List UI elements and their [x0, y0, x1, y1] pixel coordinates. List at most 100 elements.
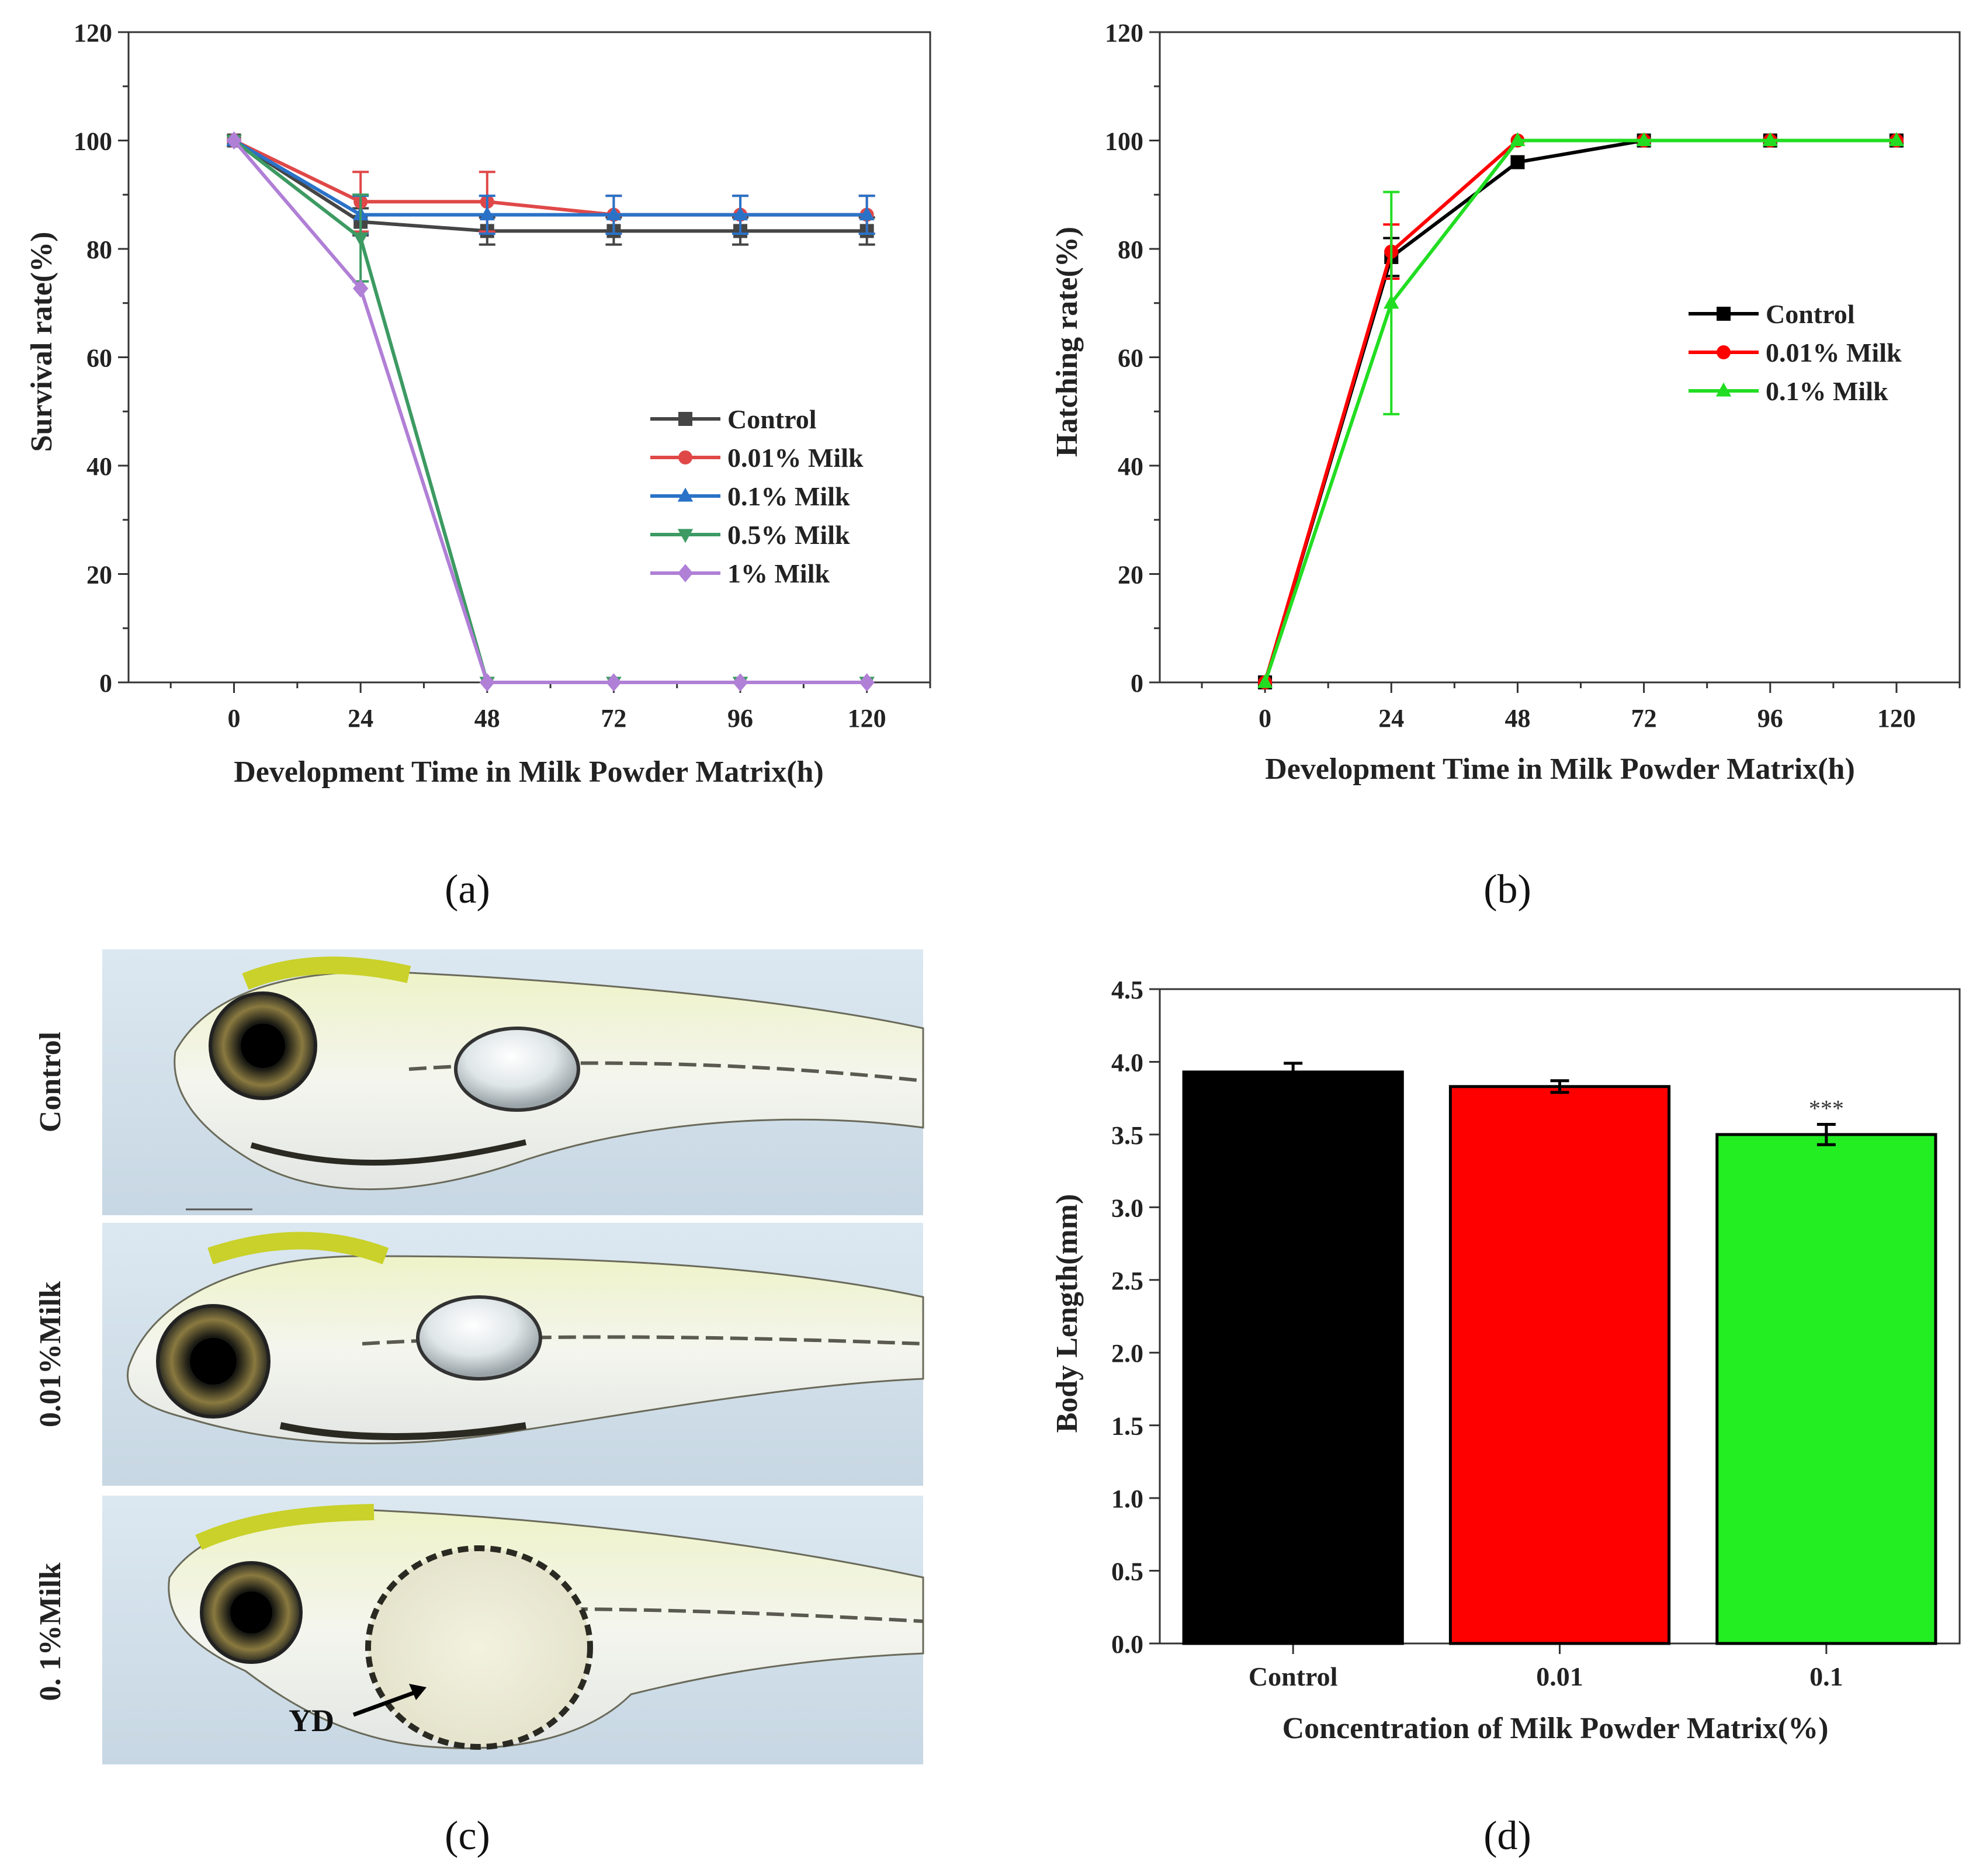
survival-series-1-milk: [226, 131, 875, 692]
survival-x-tick-label: 0: [228, 704, 241, 733]
hatching-point-0.1-milk: [1384, 294, 1399, 309]
survival-series-control: [227, 133, 875, 246]
survival-point-1-milk: [859, 673, 875, 692]
body-length-bar-0.01: [1448, 1085, 1671, 1645]
body-length-axes: 0.0 0.5 1.0 1.5 2.0 2.5 3.0 3.5 4.0 4.5 Control 0.0…: [1111, 976, 1961, 1691]
larva-photo-0.01-milk: [102, 1223, 924, 1486]
survival-point-1-milk: [226, 131, 242, 150]
survival-legend-entry-1-milk: 1% Milk: [650, 559, 830, 588]
hatching-x-tick-label: 48: [1504, 704, 1530, 733]
survival-x-tick-label: 96: [727, 704, 753, 733]
survival-y-tick-label: 0: [99, 669, 112, 698]
hatching-series: [1257, 132, 1905, 689]
body-length-x-tick-label: 0.01: [1536, 1662, 1583, 1691]
survival-x-tick-label: 120: [848, 704, 886, 733]
hatching-point-0.1-milk: [1257, 674, 1273, 688]
hatching-legend-marker: [1715, 382, 1732, 397]
survival-legend-label: Control: [727, 404, 817, 434]
body-length-y-tick-label: 3.5: [1111, 1121, 1143, 1150]
panel-c-caption: (c): [445, 1813, 490, 1858]
survival-point-1-milk: [732, 673, 748, 692]
row-label-control: Control: [34, 1032, 67, 1132]
survival-line-0.1-milk: [233, 138, 867, 217]
survival-y-tick-label: 120: [74, 19, 112, 47]
survival-point-1-milk: [479, 673, 495, 692]
survival-series-0.1-milk: [226, 132, 875, 235]
survival-line-0.01-milk: [233, 138, 867, 217]
larva-photo-0.1-milk: YD: [102, 1496, 924, 1764]
survival-y-tick-label: 80: [86, 235, 112, 264]
survival-point-1-milk: [352, 279, 369, 298]
hatching-series-0.1-milk: [1257, 132, 1905, 688]
body-length-y-tick-label: 0.5: [1111, 1558, 1143, 1586]
hatching-x-tick-label: 96: [1757, 704, 1783, 733]
survival-y-tick-label: 60: [86, 344, 112, 373]
survival-y-tick-label: 40: [86, 452, 112, 481]
body-length-x-tick-label: 0.1: [1809, 1662, 1843, 1691]
hatching-y-axis-label: Hatching rate(%): [1051, 227, 1084, 457]
body-length-bars: ***: [1182, 1062, 1937, 1645]
larva-photo-control: [102, 949, 924, 1215]
hatching-point-0.1-milk: [1636, 132, 1652, 147]
hatching-y-tick-label: 100: [1105, 127, 1143, 156]
hatching-x-tick-label: 24: [1378, 704, 1404, 733]
hatching-line-0.01-milk: [1263, 138, 1897, 683]
larvae-photo-panel: YD Control 0.01%Milk 0. 1%Milk (c): [34, 949, 924, 1858]
survival-legend-label: 0.1% Milk: [727, 481, 850, 511]
hatching-chart: 0 20 40 60 80 100 120 0 24 48 72 96 120 Control 0.01%…: [1051, 19, 1961, 912]
panel-d-caption: (d): [1483, 1813, 1531, 1858]
survival-y-axis-label: Survival rate(%): [25, 232, 58, 452]
hatching-legend-label: Control: [1766, 299, 1855, 329]
hatching-x-tick-label: 72: [1631, 704, 1657, 733]
survival-point-0.1-milk: [479, 206, 495, 221]
body-length-y-axis-label: Body Length(mm): [1051, 1194, 1084, 1433]
hatching-y-tick-label: 60: [1118, 344, 1143, 373]
hatching-point-0.1-milk: [1888, 132, 1905, 147]
hatching-legend-label: 0.1% Milk: [1766, 376, 1888, 406]
hatching-legend-marker: [1717, 307, 1731, 321]
hatching-point-0.1-milk: [1510, 132, 1526, 147]
survival-y-tick-label: 100: [74, 127, 112, 156]
survival-legend-entry-control: Control: [650, 404, 817, 434]
significance-annotation: ***: [1809, 1095, 1844, 1121]
survival-series: [226, 131, 875, 692]
body-length-x-axis-label: Concentration of Milk Powder Matrix(%): [1282, 1712, 1829, 1745]
row-label-0.1-milk: 0. 1%Milk: [34, 1562, 67, 1701]
survival-line-control: [233, 138, 867, 233]
row-label-0.01-milk: 0.01%Milk: [34, 1281, 67, 1427]
body-length-chart: 0.0 0.5 1.0 1.5 2.0 2.5 3.0 3.5 4.0 4.5 Control 0.0…: [1051, 976, 1961, 1858]
hatching-point-control: [1510, 155, 1525, 169]
survival-point-0.5-milk: [352, 232, 369, 247]
survival-x-axis-label: Development Time in Milk Powder Matrix(h…: [234, 755, 824, 789]
hatching-x-tick-label: 0: [1259, 704, 1271, 733]
hatching-line-0.1-milk: [1263, 138, 1897, 683]
hatching-line-control: [1263, 138, 1897, 683]
body-length-y-tick-label: 1.0: [1111, 1485, 1143, 1513]
survival-legend-entry-0.1-milk: 0.1% Milk: [650, 481, 850, 511]
body-length-y-tick-label: 2.5: [1111, 1267, 1143, 1295]
survival-chart: 0 20 40 60 80 100 120 0 24 48 72 96 120 Control 0.01%…: [25, 19, 931, 912]
panel-b-caption: (b): [1483, 867, 1531, 912]
survival-point-1-milk: [606, 673, 622, 692]
survival-legend-entry-0.01-milk: 0.01% Milk: [650, 443, 864, 473]
survival-legend-label: 0.01% Milk: [727, 443, 864, 473]
hatching-x-axis-label: Development Time in Milk Powder Matrix(h…: [1265, 753, 1855, 786]
survival-x-tick-label: 48: [474, 704, 500, 733]
yolk-annotation: YD: [289, 1703, 334, 1738]
body-length-y-tick-label: 4.5: [1111, 976, 1143, 1004]
survival-point-0.1-milk: [732, 206, 748, 221]
hatching-point-0.1-milk: [1762, 132, 1778, 147]
hatching-y-tick-label: 20: [1118, 561, 1143, 589]
body-length-bar-0.1: [1715, 1133, 1937, 1645]
hatching-legend-label: 0.01% Milk: [1766, 338, 1902, 367]
survival-legend-marker: [677, 564, 694, 582]
survival-legend-marker: [678, 412, 692, 426]
survival-x-tick-label: 72: [601, 704, 626, 733]
hatching-y-tick-label: 120: [1105, 19, 1143, 47]
body-length-y-tick-label: 1.5: [1111, 1412, 1143, 1441]
hatching-legend-marker: [1717, 345, 1731, 359]
survival-point-0.1-milk: [606, 206, 622, 221]
survival-legend-label: 0.5% Milk: [727, 520, 850, 550]
body-length-y-tick-label: 2.0: [1111, 1339, 1143, 1368]
